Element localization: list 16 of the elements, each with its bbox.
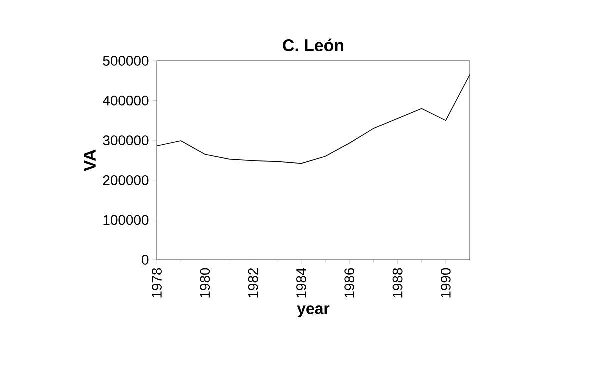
x-tick-label: 1990 <box>440 268 451 298</box>
y-tick-label: 500000 <box>103 56 149 66</box>
y-tick-label: 300000 <box>103 136 149 146</box>
y-tick-label: 400000 <box>103 96 149 106</box>
y-tick-label: 0 <box>142 255 149 265</box>
y-tick-label: 200000 <box>103 175 149 186</box>
y-axis-title: VA <box>84 150 96 172</box>
x-axis-title: year <box>297 306 330 318</box>
chart-title: C. León <box>283 38 344 52</box>
x-tick-label: 1982 <box>248 268 258 298</box>
y-tick-label: 100000 <box>104 215 149 226</box>
x-tick-label: 1980 <box>200 268 210 298</box>
x-tick-label: 1988 <box>392 268 403 298</box>
x-tick-label: 1984 <box>296 268 306 298</box>
x-tick-label: 1986 <box>344 268 355 298</box>
x-tick-label: 1978 <box>152 268 162 298</box>
